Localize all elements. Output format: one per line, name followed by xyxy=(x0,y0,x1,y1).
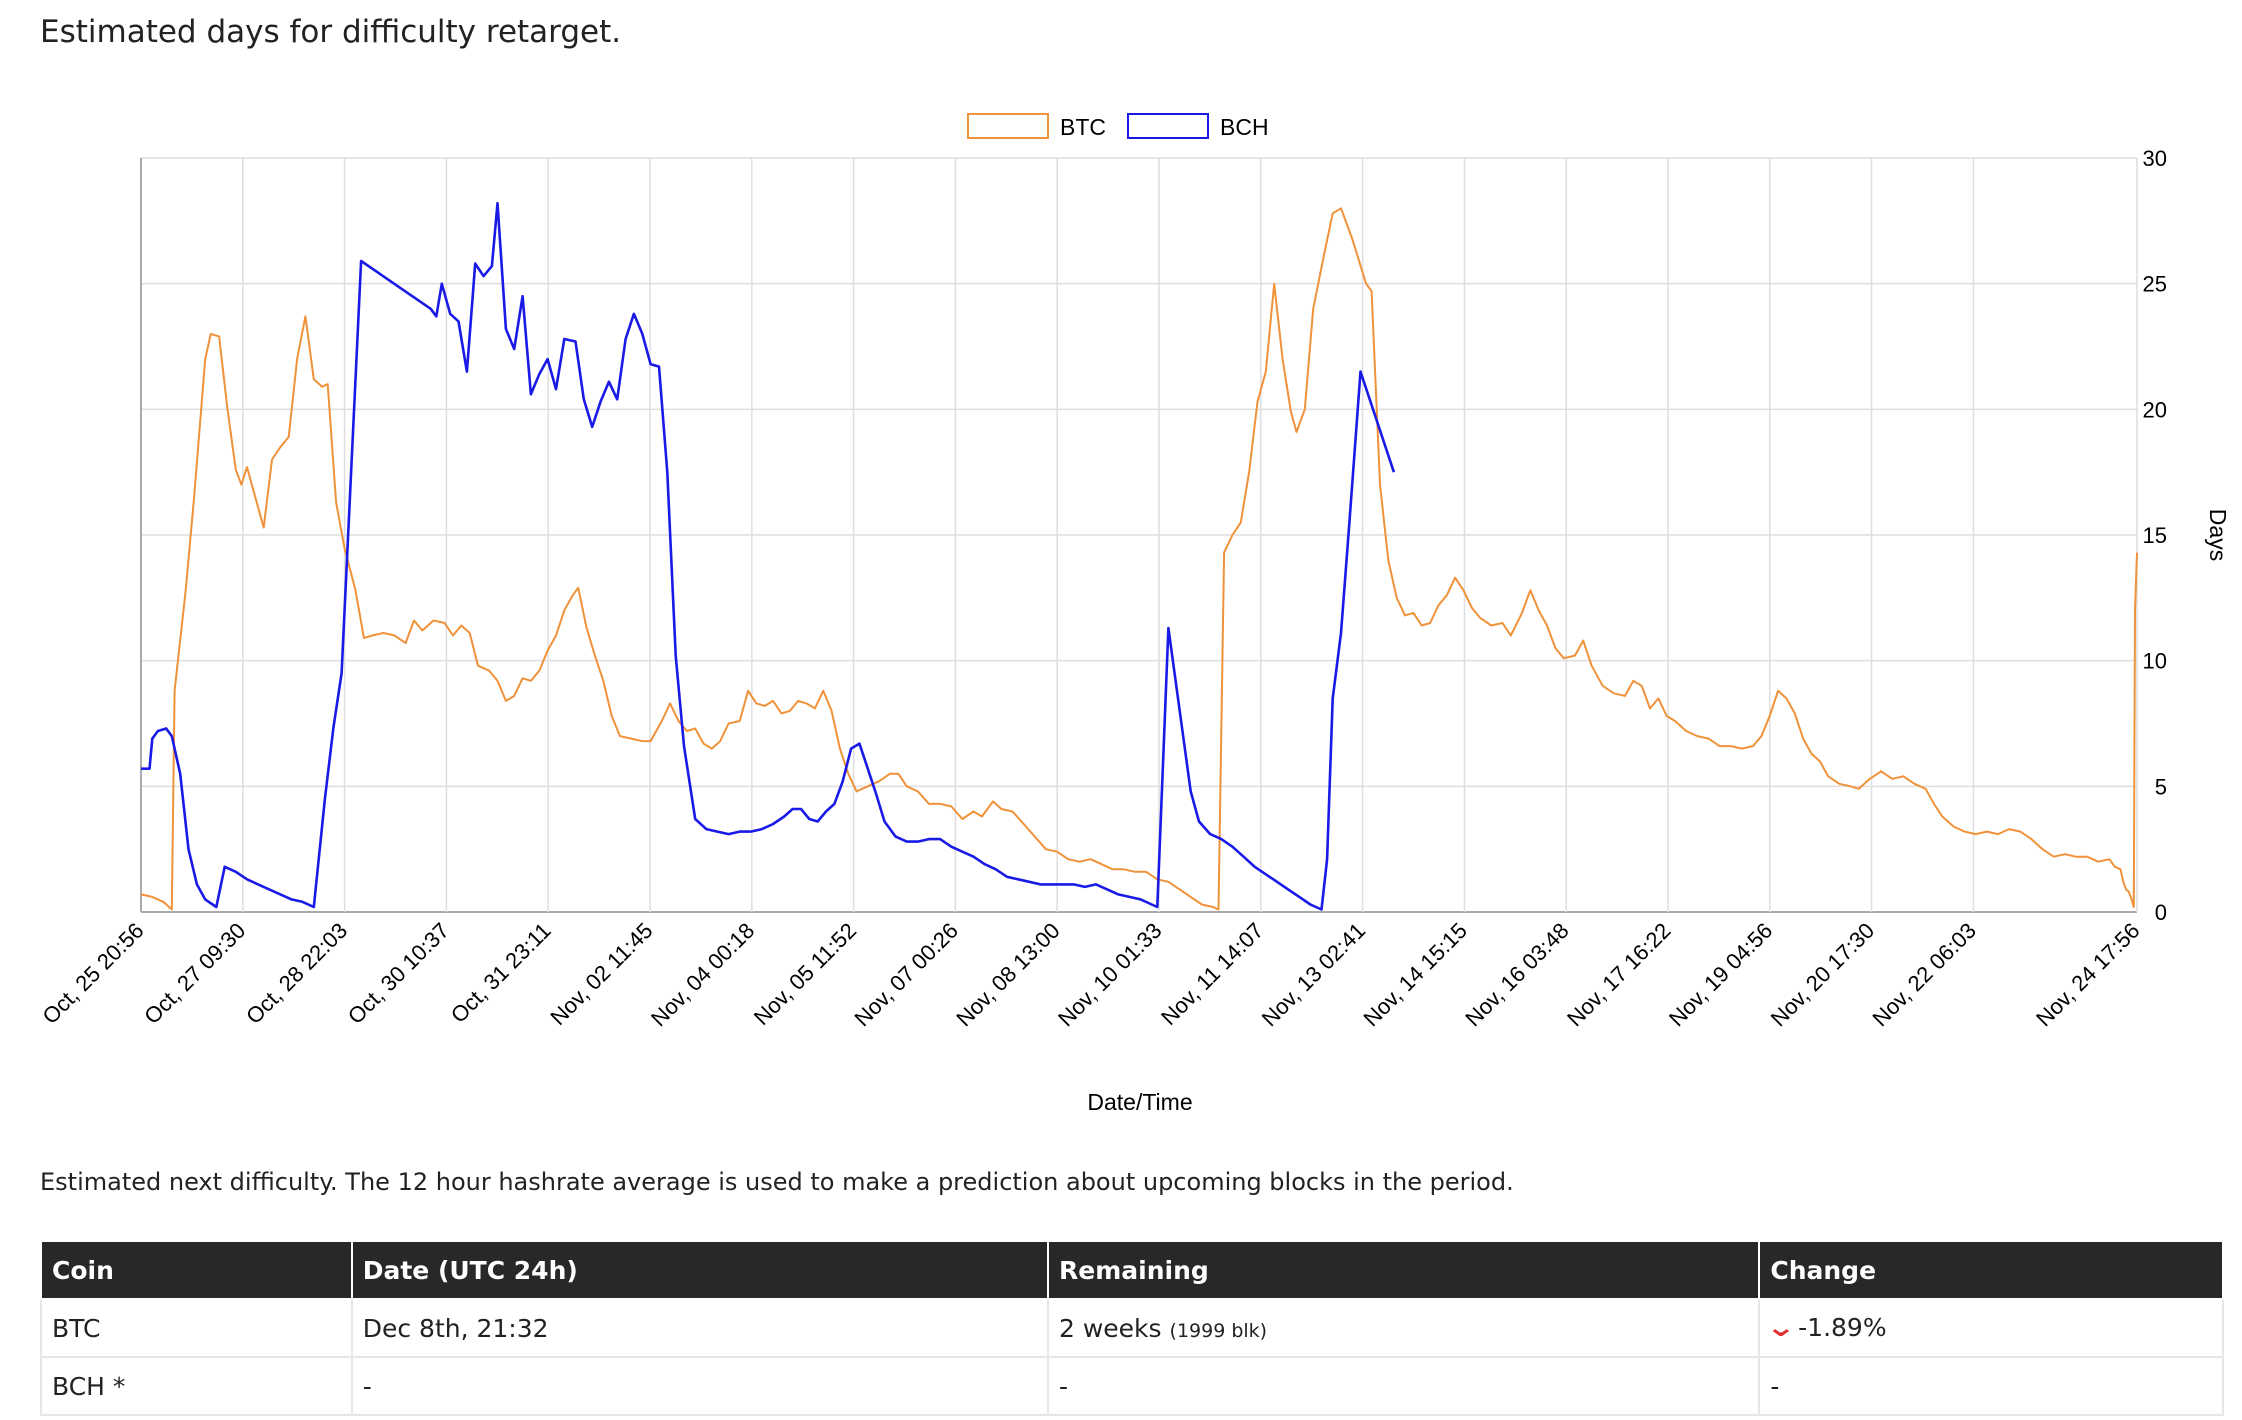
change-value: -1.89% xyxy=(1798,1313,1887,1342)
legend-label-bch: BCH xyxy=(1220,114,1269,140)
y-tick-label: 25 xyxy=(2143,272,2167,297)
x-tick-label: Nov, 20 17:30 xyxy=(1766,918,1879,1031)
prediction-note: Estimated next difficulty. The 12 hour h… xyxy=(40,1168,1514,1196)
change-cell: ⌄-1.89% xyxy=(1758,1298,2224,1358)
x-tick-label: Oct, 28 22:03 xyxy=(241,918,352,1029)
chevron-down-icon: ⌄ xyxy=(1766,1313,1797,1343)
y-tick-label: 10 xyxy=(2143,649,2167,674)
column-header-coin: Coin xyxy=(40,1240,353,1300)
x-tick-label: Nov, 05 11:52 xyxy=(749,918,861,1030)
x-tick-label: Nov, 19 04:56 xyxy=(1664,918,1777,1031)
x-tick-label: Nov, 02 11:45 xyxy=(545,918,657,1030)
y-tick-label: 20 xyxy=(2143,397,2167,422)
x-tick-label: Nov, 24 17:56 xyxy=(2031,918,2144,1031)
chart-legend: BTC BCH xyxy=(967,113,1269,140)
x-axis-label: Date/Time xyxy=(1087,1089,1192,1115)
remaining-value: 2 weeks xyxy=(1059,1313,1162,1343)
legend-swatch-btc xyxy=(967,113,1049,139)
x-tick-label: Nov, 11 14:07 xyxy=(1156,918,1268,1030)
table-header-row: Coin Date (UTC 24h) Remaining Change xyxy=(40,1240,2224,1300)
x-tick-label: Oct, 27 09:30 xyxy=(139,918,250,1029)
table-row: BTC Dec 8th, 21:32 2 weeks (1999 blk) ⌄-… xyxy=(40,1298,2224,1358)
legend-swatch-bch xyxy=(1127,113,1209,139)
date-cell: Dec 8th, 21:32 xyxy=(350,1298,1050,1358)
remaining-blocks: (1999 blk) xyxy=(1169,1319,1268,1342)
series-line-btc xyxy=(140,207,2138,911)
x-tick-label: Nov, 14 15:15 xyxy=(1359,918,1472,1031)
x-tick-label: Nov, 08 13:00 xyxy=(951,918,1064,1031)
y-tick-label: 5 xyxy=(2155,774,2167,799)
change-cell: - xyxy=(1758,1356,2224,1416)
x-tick-label: Nov, 17 16:22 xyxy=(1562,918,1675,1031)
y-tick-label: 15 xyxy=(2143,523,2167,548)
x-tick-label: Nov, 13 02:41 xyxy=(1257,918,1370,1031)
y-tick-label: 0 xyxy=(2155,900,2167,925)
x-tick-label: Nov, 04 00:18 xyxy=(646,918,759,1031)
x-tick-label: Nov, 10 01:33 xyxy=(1053,918,1166,1031)
date-cell: - xyxy=(350,1356,1050,1416)
x-tick-label: Nov, 07 00:26 xyxy=(850,918,963,1031)
page-title: Estimated days for difficulty retarget. xyxy=(40,14,622,50)
difficulty-table: Coin Date (UTC 24h) Remaining Change BTC… xyxy=(40,1240,2224,1416)
column-header-change: Change xyxy=(1758,1240,2224,1300)
x-tick-label: Oct, 30 10:37 xyxy=(343,918,454,1029)
legend-label-btc: BTC xyxy=(1060,114,1106,140)
column-header-date: Date (UTC 24h) xyxy=(350,1240,1050,1300)
remaining-cell: - xyxy=(1046,1356,1761,1416)
series-line-bch xyxy=(141,201,1396,911)
remaining-cell: 2 weeks (1999 blk) xyxy=(1046,1298,1761,1358)
x-tick-label: Nov, 22 06:03 xyxy=(1868,918,1981,1031)
x-tick-label: Nov, 16 03:48 xyxy=(1460,918,1573,1031)
y-axis-label: Days xyxy=(2205,509,2231,561)
y-tick-label: 30 xyxy=(2143,146,2167,171)
column-header-remaining: Remaining xyxy=(1046,1240,1761,1300)
x-tick-label: Oct, 31 23:11 xyxy=(446,918,556,1028)
coin-cell: BTC xyxy=(40,1298,353,1358)
coin-cell: BCH * xyxy=(40,1356,353,1416)
chart-series xyxy=(140,201,2138,911)
table-row: BCH * - - - xyxy=(40,1356,2224,1416)
x-tick-label: Oct, 25 20:56 xyxy=(37,918,148,1029)
chart-grid xyxy=(140,157,2138,913)
